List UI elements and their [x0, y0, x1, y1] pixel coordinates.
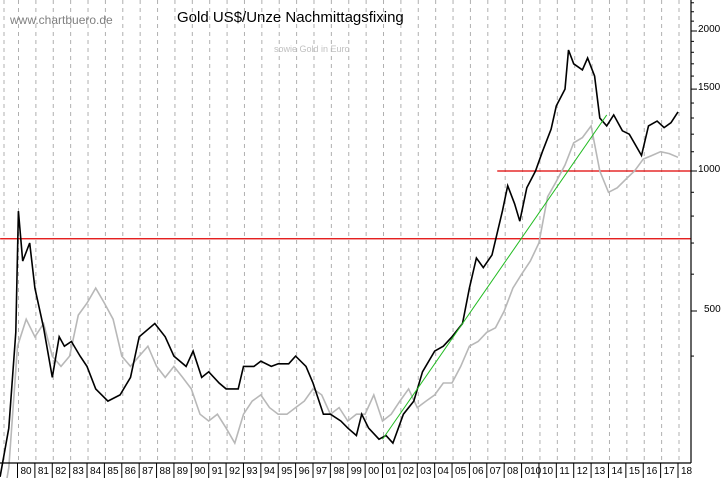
- x-tick-label: 17: [663, 466, 675, 477]
- x-tick-label: 92: [229, 466, 241, 477]
- y-tick-label: 2000: [698, 24, 721, 35]
- axis-frame: [0, 0, 697, 478]
- y-tick-label: 1500: [698, 82, 721, 94]
- x-tick-label: 93: [246, 466, 258, 477]
- chart-title: Gold US$/Unze Nachmittagsfixing: [177, 9, 404, 26]
- gold-usd-series: [0, 49, 679, 477]
- x-tick-label: 94: [263, 466, 275, 477]
- x-tick-label: 00: [368, 466, 380, 477]
- y-tick-label: 500: [704, 304, 721, 315]
- x-tick-label: 90: [194, 466, 206, 477]
- x-tick-label: 10: [541, 466, 554, 477]
- x-tick-label: 80: [20, 466, 32, 477]
- x-tick-label: 95: [281, 466, 293, 477]
- x-tick-label: 89: [176, 466, 189, 477]
- x-tick-label: 84: [90, 466, 102, 477]
- x-tick-label: 08: [507, 466, 519, 477]
- x-tick-label: 07: [489, 466, 501, 477]
- chart-subtitle: sowie Gold in Euro: [274, 44, 350, 54]
- x-tick-label: 87: [142, 466, 154, 477]
- x-tick-label: 010: [524, 466, 542, 477]
- x-tick-label: 96: [298, 466, 310, 477]
- x-tick-label: 13: [594, 466, 606, 477]
- x-tick-label: 98: [333, 466, 345, 477]
- x-tick-label: 18: [681, 466, 693, 477]
- x-tick-label: 83: [72, 466, 84, 477]
- x-tick-label: 86: [124, 466, 136, 477]
- gold-euro-series: [6, 123, 679, 478]
- resistance-lines: [0, 170, 691, 240]
- x-tick-label: 82: [55, 466, 67, 477]
- y-tick-label: 1000: [698, 164, 721, 175]
- x-tick-label: 97: [315, 466, 328, 477]
- x-tick-label: 14: [611, 466, 623, 477]
- x-tick-label: 88: [159, 466, 171, 477]
- x-tick-label: 02: [402, 466, 415, 477]
- x-tick-label: 06: [472, 466, 484, 477]
- x-tick-label: 91: [211, 466, 223, 477]
- x-tick-label: 03: [420, 466, 432, 477]
- vertical-grid: [3, 0, 680, 463]
- x-tick-label: 11: [559, 466, 570, 477]
- x-tick-label: 15: [628, 466, 640, 477]
- x-tick-label: 04: [437, 466, 449, 477]
- x-tick-label: 99: [350, 466, 362, 477]
- x-tick-label: 01: [385, 466, 397, 477]
- x-tick-label: 16: [646, 466, 658, 477]
- x-tick-label: 81: [37, 466, 49, 477]
- x-tick-label: 12: [576, 466, 588, 477]
- trend-line: [382, 114, 608, 440]
- x-tick-label: 85: [107, 466, 119, 477]
- x-tick-label: 05: [455, 466, 467, 477]
- brand-watermark: www.chartbuero.de: [10, 13, 113, 27]
